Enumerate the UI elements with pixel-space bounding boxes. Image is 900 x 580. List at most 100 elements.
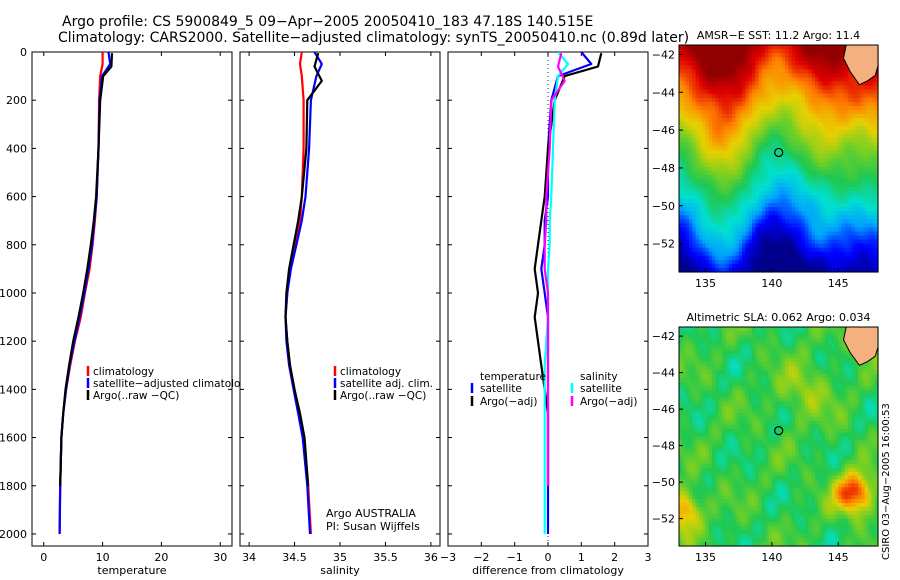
- heatmap-cell: [708, 401, 713, 406]
- heatmap-cell: [702, 53, 707, 58]
- heatmap-cell: [735, 134, 740, 139]
- heatmap-cell: [742, 432, 746, 438]
- heatmap-cell: [708, 413, 713, 418]
- heatmap-cell: [695, 483, 700, 488]
- heatmap-cell: [732, 542, 737, 547]
- heatmap-cell: [821, 223, 826, 229]
- heatmap-cell: [828, 154, 833, 160]
- heatmap-cell: [864, 154, 869, 160]
- heatmap-cell: [702, 440, 707, 445]
- heatmap-cell: [702, 432, 707, 438]
- heatmap-cell: [735, 150, 740, 156]
- series-lines: [58, 52, 114, 535]
- heatmap-cell: [844, 158, 849, 164]
- heatmap-cell: [828, 203, 833, 208]
- heatmap-cell: [821, 255, 826, 261]
- heatmap-cell: [715, 45, 720, 50]
- heatmap-cell: [752, 138, 756, 143]
- heatmap-cell: [682, 471, 687, 477]
- heatmap-cell: [755, 483, 760, 488]
- heatmap-cell: [679, 57, 683, 62]
- heatmap-cell: [718, 53, 723, 58]
- heatmap-cell: [698, 499, 703, 504]
- heatmap-cell: [682, 158, 687, 164]
- heatmap-cell: [722, 495, 727, 500]
- heatmap-cell: [722, 174, 727, 180]
- heatmap-cell: [745, 85, 750, 91]
- legend-label: climatology: [340, 366, 401, 378]
- heatmap-cell: [702, 487, 707, 492]
- heatmap-cell: [864, 146, 869, 151]
- heatmap-cell: [708, 122, 713, 127]
- heatmap-cell: [748, 487, 753, 492]
- heatmap-cell: [771, 85, 776, 91]
- heatmap-cell: [781, 118, 786, 123]
- heatmap-cell: [715, 370, 720, 375]
- heatmap-cell: [682, 190, 687, 196]
- heatmap-cell: [824, 69, 829, 74]
- heatmap-cell: [745, 385, 750, 391]
- heatmap-cell: [798, 122, 803, 127]
- heatmap-cell: [728, 235, 733, 241]
- heatmap-cell: [745, 259, 750, 265]
- heatmap-cell: [841, 235, 846, 241]
- heatmap-cell: [758, 514, 763, 520]
- heatmap-cell: [854, 101, 859, 107]
- y-tick-label: −46: [652, 124, 675, 137]
- heatmap-cell: [725, 338, 730, 344]
- heatmap-cell: [828, 239, 833, 245]
- heatmap-cell: [702, 499, 707, 504]
- heatmap-cell: [824, 130, 829, 135]
- heatmap-cell: [758, 186, 763, 192]
- heatmap-cell: [715, 77, 720, 83]
- heatmap-cell: [768, 199, 773, 204]
- heatmap-cell: [748, 223, 753, 229]
- heatmap-cell: [752, 354, 756, 359]
- heatmap-cell: [818, 45, 823, 50]
- heatmap-cell: [765, 89, 770, 95]
- heatmap-cell: [781, 231, 786, 237]
- heatmap-cell: [758, 255, 763, 261]
- heatmap-cell: [745, 514, 750, 520]
- heatmap-cell: [715, 542, 720, 547]
- heatmap-cell: [758, 503, 763, 508]
- heatmap-cell: [702, 267, 707, 273]
- heatmap-cell: [742, 436, 746, 442]
- heatmap-cell: [788, 49, 793, 54]
- heatmap-cell: [745, 350, 750, 356]
- heatmap-cell: [705, 239, 710, 245]
- heatmap-cell: [689, 81, 693, 87]
- heatmap-cell: [775, 182, 780, 188]
- heatmap-cell: [715, 467, 720, 473]
- heatmap-cell: [831, 186, 836, 192]
- heatmap-cell: [798, 166, 803, 172]
- heatmap-cell: [745, 122, 750, 127]
- heatmap-cell: [854, 154, 859, 160]
- heatmap-cell: [781, 166, 786, 172]
- heatmap-cell: [702, 199, 707, 204]
- heatmap-cell: [805, 85, 809, 91]
- heatmap-cell: [732, 158, 737, 164]
- heatmap-cell: [715, 146, 720, 151]
- heatmap-cell: [712, 215, 717, 220]
- heatmap-cell: [728, 49, 733, 54]
- heatmap-cell: [725, 327, 730, 332]
- heatmap-cell: [755, 186, 760, 192]
- figure-title-line2: Climatology: CARS2000. Satellite−adjuste…: [58, 30, 690, 46]
- heatmap-cell: [702, 211, 707, 216]
- heatmap-cell: [828, 45, 833, 50]
- heatmap-cell: [761, 370, 766, 375]
- heatmap-cell: [728, 428, 733, 434]
- heatmap-cell: [725, 223, 730, 229]
- heatmap-cell: [738, 231, 743, 237]
- heatmap-cell: [708, 440, 713, 445]
- heatmap-cell: [834, 73, 839, 79]
- heatmap-cell: [689, 105, 693, 111]
- heatmap-cell: [708, 227, 713, 233]
- heatmap-cell: [778, 219, 783, 224]
- heatmap-cell: [745, 150, 750, 156]
- heatmap-cell: [685, 495, 690, 500]
- heatmap-cell: [695, 259, 700, 265]
- heatmap-cell: [874, 227, 879, 233]
- heatmap-cell: [735, 479, 740, 485]
